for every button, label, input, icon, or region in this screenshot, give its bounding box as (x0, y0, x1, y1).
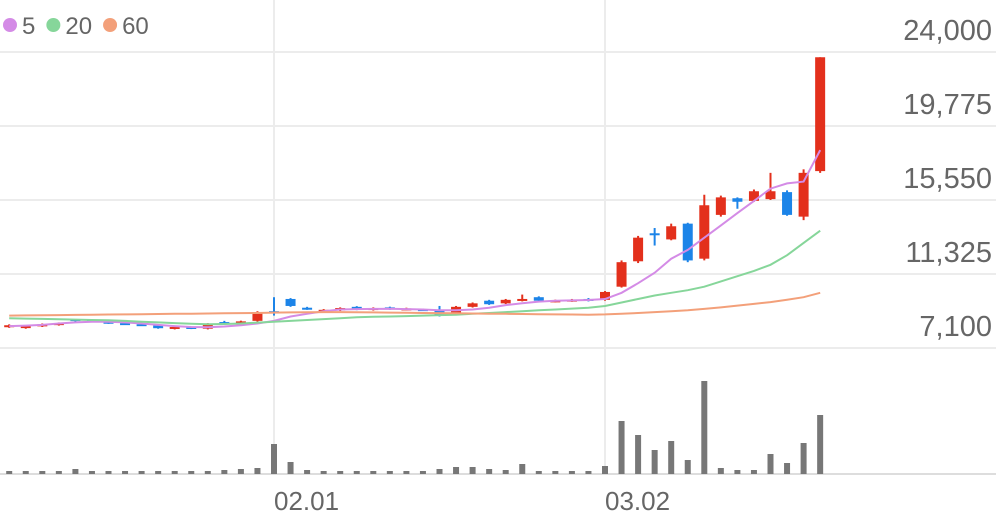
volume-bar (519, 464, 526, 474)
volume-bar (535, 471, 542, 474)
candle-body (103, 321, 114, 324)
candle-body (782, 192, 793, 215)
candle-body (302, 307, 313, 310)
volume-bar (817, 415, 824, 474)
volume-bar (320, 471, 327, 474)
volume-bar (39, 471, 46, 474)
volume-bar (403, 471, 410, 474)
candle-body (715, 197, 726, 215)
volume-bar (701, 381, 708, 474)
volume-bar (784, 463, 791, 474)
candle-body (798, 172, 809, 217)
volume-bar (271, 444, 277, 474)
candle-body (748, 191, 759, 201)
candle-body (732, 198, 743, 202)
volume-bar (552, 471, 559, 474)
y-tick-label: 24,000 (903, 15, 992, 47)
candle-body (616, 262, 627, 287)
volume-bar (105, 471, 112, 474)
volume-bar (568, 471, 575, 474)
candle-body (533, 297, 544, 301)
volume-bar (585, 471, 592, 474)
x-tick-label: 03.02 (605, 486, 670, 516)
volume-bar (22, 471, 29, 474)
candle-body (285, 298, 296, 306)
candle-body (484, 300, 495, 305)
volume-bar (287, 462, 294, 474)
legend-label: 60 (122, 13, 149, 40)
legend-label: 5 (22, 13, 35, 40)
volume-bar (386, 471, 393, 474)
candle-body (169, 326, 180, 329)
x-tick-label: 02.01 (274, 486, 339, 516)
volume-bar (618, 421, 625, 474)
volume-bar (635, 435, 642, 474)
volume-bar (734, 470, 741, 474)
candle-body (600, 291, 610, 300)
candle-body (682, 223, 693, 261)
ma-line (9, 149, 822, 329)
volume-bar (750, 470, 757, 474)
y-tick-label: 15,550 (903, 163, 992, 195)
volume-bar (486, 469, 493, 474)
candle-body (153, 325, 164, 329)
candle-body (666, 226, 677, 240)
volume-bar (353, 471, 360, 474)
candle-body (649, 233, 660, 236)
volume-bar (304, 470, 311, 474)
y-tick-label: 7,100 (919, 311, 992, 343)
volume-bar (767, 454, 774, 474)
volume-bar (171, 471, 178, 474)
volume-bar (6, 471, 13, 474)
y-tick-label: 11,325 (905, 237, 992, 269)
legend-marker (103, 18, 118, 32)
volume-bar (717, 468, 724, 474)
volume-bar (370, 471, 377, 474)
volume-bar (800, 443, 807, 474)
candle-body (765, 191, 776, 200)
legend-marker (3, 18, 17, 32)
candle-body (467, 303, 478, 307)
volume-bar (469, 467, 476, 474)
volume-bar (55, 471, 62, 474)
candle-body (136, 324, 147, 327)
candle-body (120, 323, 131, 326)
candle-body (517, 298, 528, 301)
volume-bar (684, 460, 691, 474)
volume-bar (237, 469, 244, 474)
volume-bar (651, 450, 658, 474)
volume-bar (453, 467, 460, 474)
volume-bar (122, 471, 129, 474)
volume-bar (88, 471, 95, 474)
volume-bar (72, 469, 79, 474)
volume-bar (436, 469, 443, 474)
volume-bar (502, 470, 509, 474)
volume-bar (204, 471, 211, 474)
ma-line (9, 229, 821, 326)
candle-body (633, 237, 644, 262)
volume-bar (188, 471, 195, 474)
candle-body (699, 205, 710, 259)
y-tick-label: 19,775 (903, 89, 992, 121)
volume-bar (138, 471, 145, 474)
candle-body (500, 299, 511, 304)
legend-marker (46, 18, 61, 32)
volume-bar (602, 466, 608, 474)
volume-bar (155, 471, 162, 474)
candle-body (252, 312, 263, 321)
volume-bar (254, 468, 261, 474)
candle-body (20, 326, 31, 329)
ma-line (9, 291, 821, 317)
candle-body (202, 323, 213, 329)
candle-body (815, 57, 826, 172)
volume-bar (337, 471, 344, 474)
candle-body (4, 325, 15, 328)
volume-bar (668, 441, 675, 474)
legend-label: 20 (65, 13, 92, 40)
candle-body (235, 321, 246, 324)
volume-bar (221, 470, 228, 474)
volume-bar (419, 471, 426, 474)
